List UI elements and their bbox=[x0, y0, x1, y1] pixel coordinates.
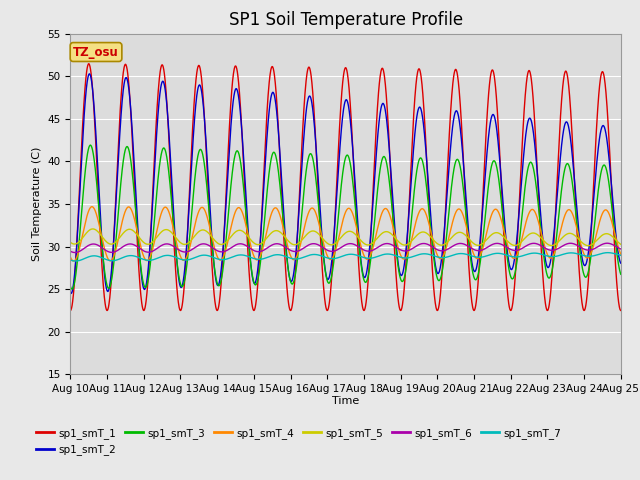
Text: TZ_osu: TZ_osu bbox=[73, 46, 119, 59]
Legend: sp1_smT_1, sp1_smT_2, sp1_smT_3, sp1_smT_4, sp1_smT_5, sp1_smT_6, sp1_smT_7: sp1_smT_1, sp1_smT_2, sp1_smT_3, sp1_smT… bbox=[31, 424, 566, 459]
Title: SP1 Soil Temperature Profile: SP1 Soil Temperature Profile bbox=[228, 11, 463, 29]
X-axis label: Time: Time bbox=[332, 396, 359, 406]
Y-axis label: Soil Temperature (C): Soil Temperature (C) bbox=[32, 147, 42, 261]
